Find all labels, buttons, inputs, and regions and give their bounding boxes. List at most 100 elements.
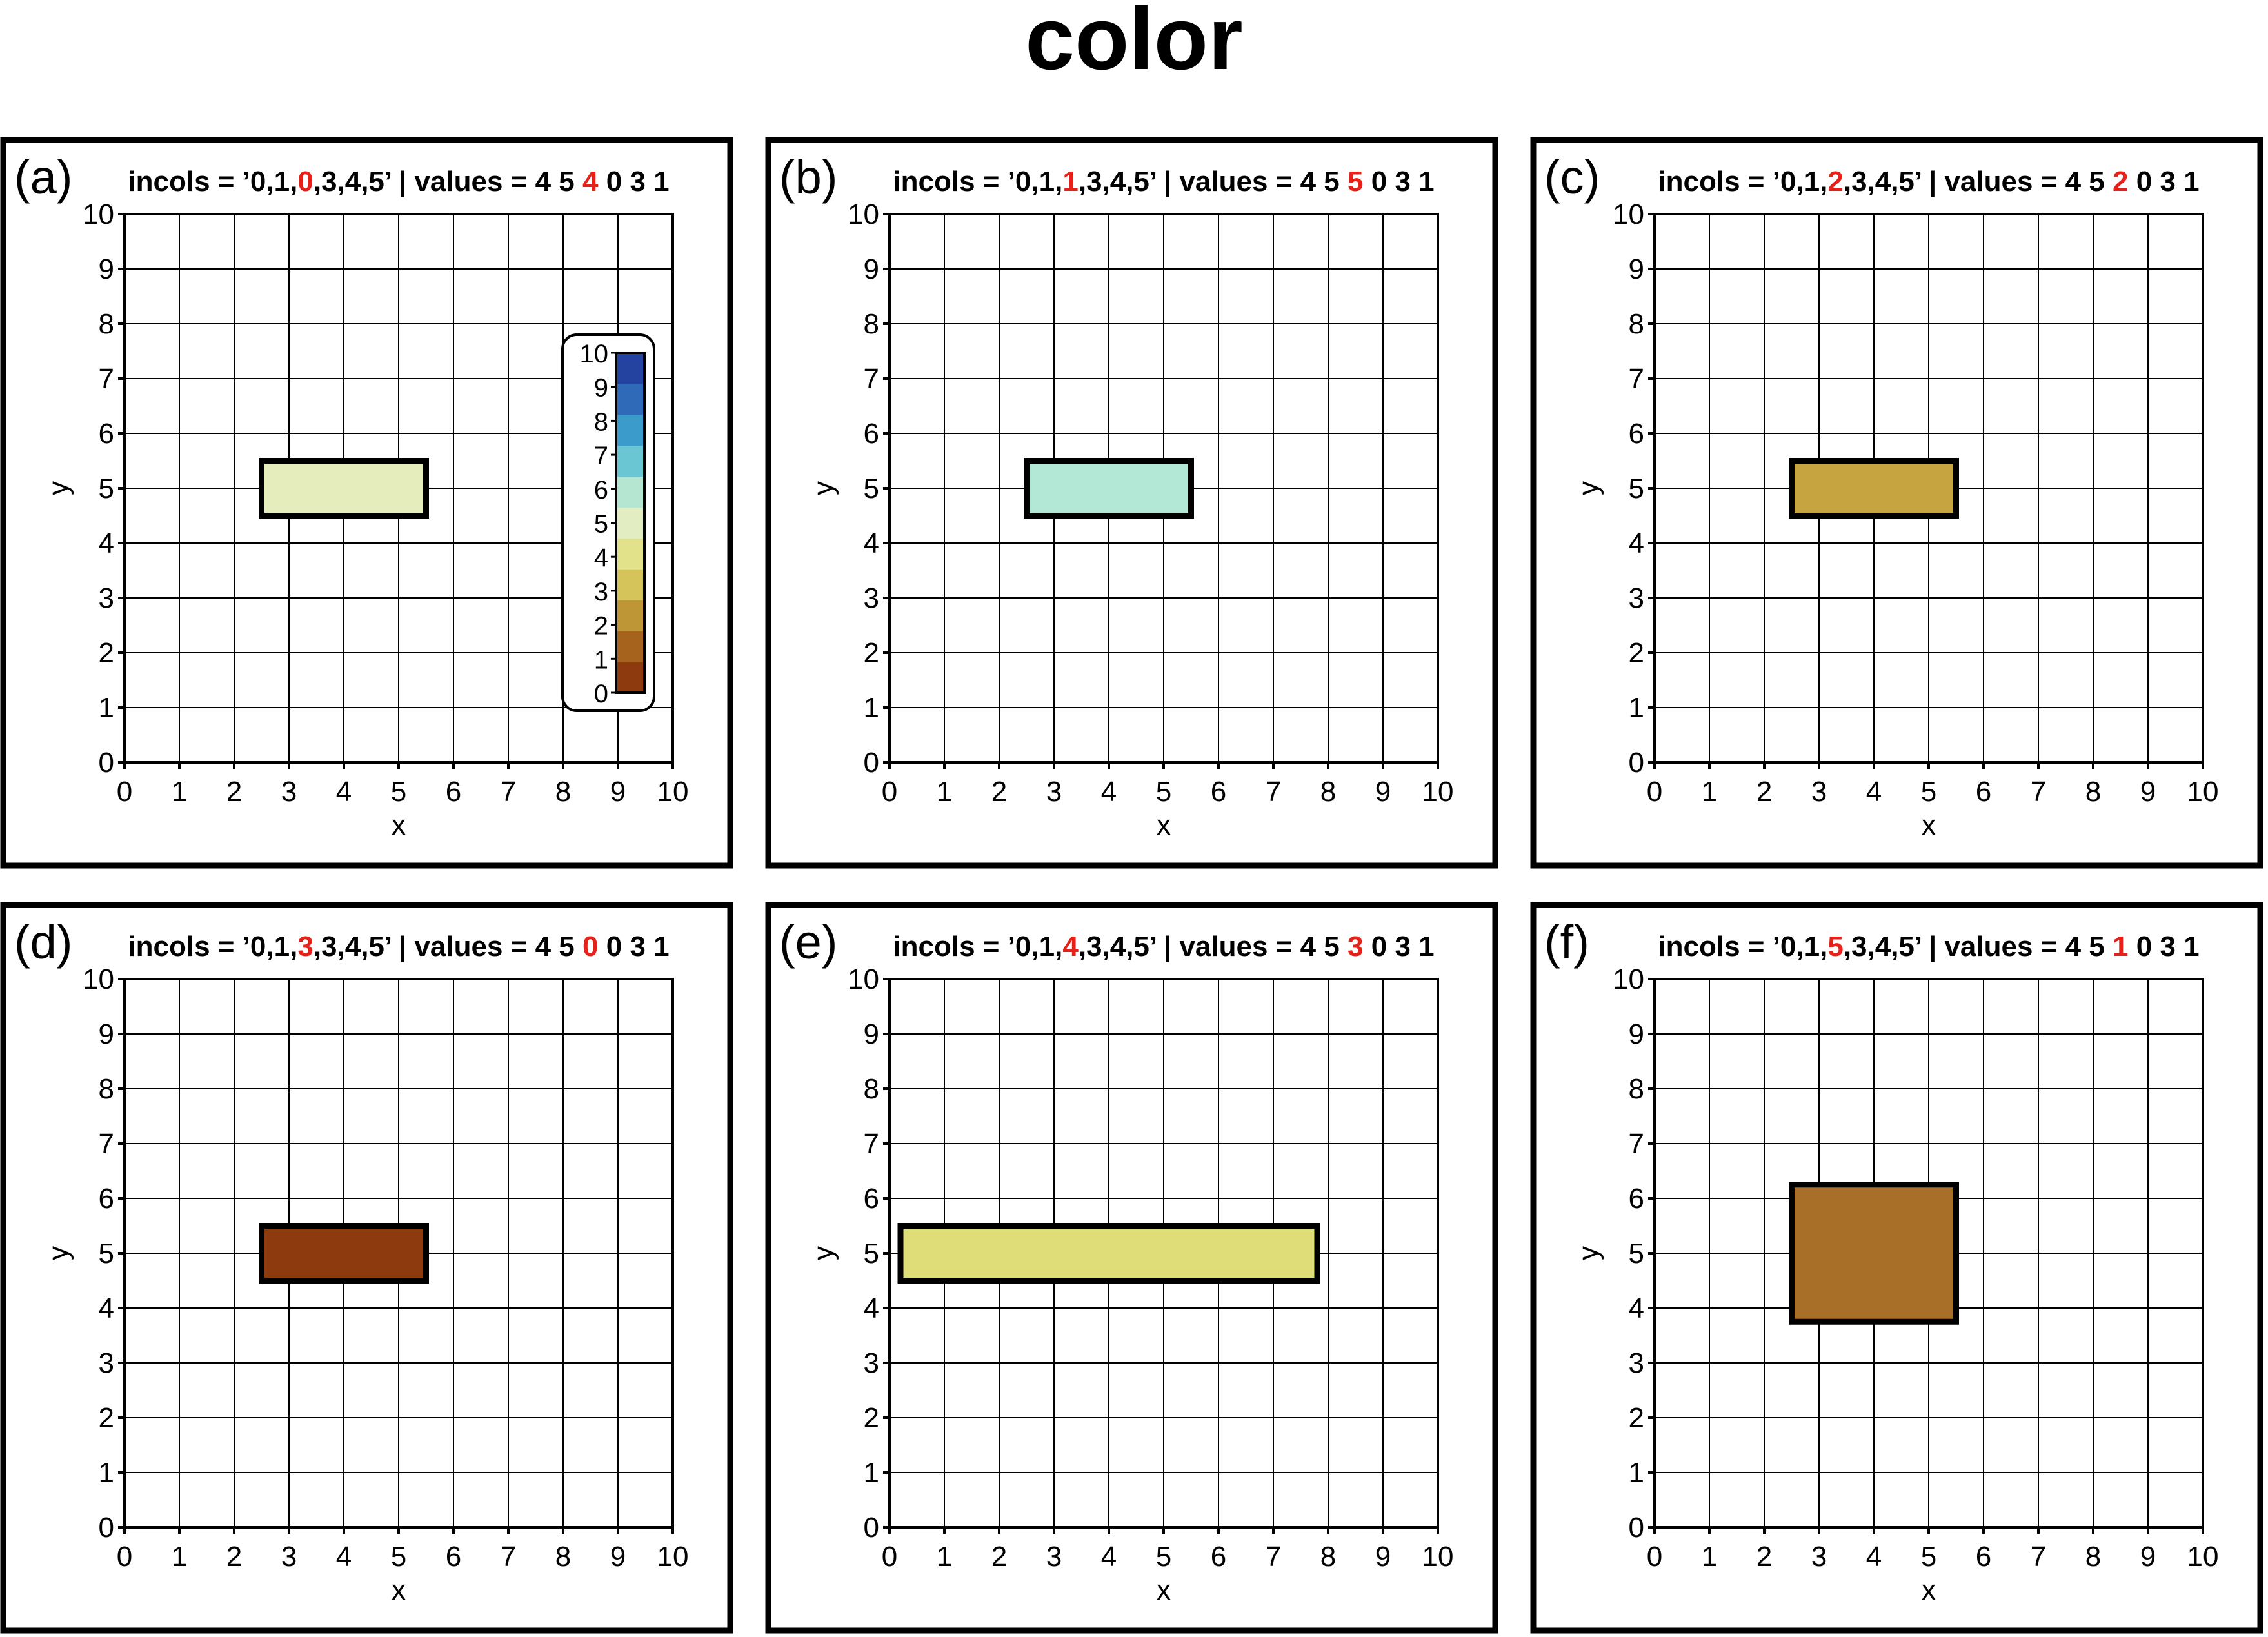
data-rectangle xyxy=(1789,1182,1959,1325)
title-highlight-value: 5 xyxy=(1827,931,1843,962)
title-text: 0 3 1 xyxy=(2128,166,2199,197)
x-tick-label: 9 xyxy=(610,776,626,808)
x-tick-label: 3 xyxy=(1046,776,1062,808)
x-axis-label: x xyxy=(1922,809,1936,841)
title-text: 0 3 1 xyxy=(2128,931,2199,962)
y-tick-label: 7 xyxy=(1629,1128,1644,1160)
y-tick-label: 1 xyxy=(99,692,114,724)
x-tick-label: 8 xyxy=(555,776,571,808)
x-tick-label: 3 xyxy=(1811,1541,1827,1573)
panel-title: incols = ’0,1,5,3,4,5’ | values = 4 5 1 … xyxy=(1658,931,2199,963)
x-axis-label: x xyxy=(392,809,406,841)
chart-panel: (c) incols = ’0,1,2,3,4,5’ | values = 4 5… xyxy=(1530,137,2263,869)
title-text: ,3,4,5’ | values = 4 5 xyxy=(1844,931,2113,963)
x-tick-label: 9 xyxy=(1375,776,1391,808)
x-tick-label: 7 xyxy=(2031,1541,2046,1573)
y-tick-label: 5 xyxy=(1629,1238,1644,1269)
y-tick-label: 4 xyxy=(864,1293,879,1324)
x-tick-label: 5 xyxy=(1156,776,1171,808)
y-tick-label: 5 xyxy=(864,1238,879,1269)
colorbar-swatch xyxy=(616,600,644,631)
x-tick-label: 10 xyxy=(657,776,689,808)
x-tick-label: 5 xyxy=(1921,1541,1936,1573)
x-tick-label: 0 xyxy=(1647,776,1662,808)
x-tick-label: 6 xyxy=(1976,776,1991,808)
x-tick-label: 2 xyxy=(226,1541,242,1573)
x-tick-label: 7 xyxy=(1266,1541,1281,1573)
y-axis-label: y xyxy=(808,481,839,495)
y-tick-label: 10 xyxy=(83,199,114,230)
y-tick-label: 0 xyxy=(99,1512,114,1543)
x-tick-label: 5 xyxy=(1921,776,1936,808)
y-tick-label: 0 xyxy=(864,1512,879,1543)
data-rectangle xyxy=(259,1223,429,1284)
x-tick-label: 9 xyxy=(2140,776,2156,808)
y-tick-label: 10 xyxy=(1613,964,1644,995)
colorbar-tick-label: 10 xyxy=(580,340,609,368)
y-tick-label: 0 xyxy=(99,747,114,779)
title-highlight-value: 0 xyxy=(297,166,313,197)
colorbar-tick-label: 7 xyxy=(594,442,608,470)
y-tick-label: 7 xyxy=(864,363,879,395)
x-tick-label: 6 xyxy=(446,1541,461,1573)
title-text: incols = ’0,1, xyxy=(1658,931,1827,962)
x-tick-label: 8 xyxy=(1320,1541,1336,1573)
y-tick-label: 0 xyxy=(1629,747,1644,779)
panel-frame xyxy=(1530,902,2263,1634)
x-tick-label: 8 xyxy=(2085,776,2101,808)
x-tick-label: 4 xyxy=(1866,1541,1882,1573)
y-tick-label: 10 xyxy=(848,964,879,995)
x-tick-label: 2 xyxy=(991,1541,1007,1573)
y-tick-label: 9 xyxy=(99,1018,114,1050)
title-text: ,3,4,5’ | values = 4 5 xyxy=(1079,166,1348,198)
colorbar-swatch xyxy=(616,569,644,600)
y-tick-label: 2 xyxy=(864,637,879,669)
colorbar-swatch xyxy=(616,476,644,508)
x-tick-label: 4 xyxy=(1101,776,1117,808)
x-tick-label: 5 xyxy=(391,1541,406,1573)
y-tick-label: 7 xyxy=(1629,363,1644,395)
colorbar-swatch xyxy=(616,414,644,446)
panel-label: (d) xyxy=(14,915,72,969)
x-tick-label: 8 xyxy=(1320,776,1336,808)
colorbar-tick-label: 1 xyxy=(594,646,608,674)
x-tick-label: 2 xyxy=(1756,1541,1772,1573)
x-tick-label: 4 xyxy=(1866,776,1882,808)
y-tick-label: 6 xyxy=(864,1183,879,1215)
x-tick-label: 8 xyxy=(555,1541,571,1573)
y-tick-label: 2 xyxy=(1629,1402,1644,1434)
y-axis-label: y xyxy=(808,1246,839,1260)
x-tick-label: 7 xyxy=(1266,776,1281,808)
y-tick-label: 8 xyxy=(1629,308,1644,340)
title-text: incols = ’0,1, xyxy=(893,166,1062,197)
x-tick-label: 0 xyxy=(1647,1541,1662,1573)
y-tick-label: 7 xyxy=(864,1128,879,1160)
colorbar-swatch xyxy=(616,353,644,384)
panel-title: incols = ’0,1,1,3,4,5’ | values = 4 5 5 … xyxy=(893,166,1434,198)
panel-frame xyxy=(765,902,1498,1634)
panel-label: (c) xyxy=(1544,150,1600,204)
x-tick-label: 4 xyxy=(336,1541,352,1573)
title-text: ,3,4,5’ | values = 4 5 xyxy=(313,166,582,198)
x-tick-label: 10 xyxy=(657,1541,689,1573)
y-tick-label: 8 xyxy=(864,308,879,340)
x-tick-label: 9 xyxy=(610,1541,626,1573)
chart-panel: (d) incols = ’0,1,3,3,4,5’ | values = 4 5… xyxy=(0,902,733,1634)
x-tick-label: 7 xyxy=(2031,776,2046,808)
panel-label: (f) xyxy=(1544,915,1589,969)
y-tick-label: 1 xyxy=(864,692,879,724)
colorbar-swatch xyxy=(616,383,644,415)
y-tick-label: 1 xyxy=(1629,692,1644,724)
y-axis-label: y xyxy=(43,481,74,495)
x-tick-label: 4 xyxy=(1101,1541,1117,1573)
title-text: 0 3 1 xyxy=(1363,166,1434,197)
y-tick-label: 7 xyxy=(99,363,114,395)
panel-title: incols = ’0,1,4,3,4,5’ | values = 4 5 3 … xyxy=(893,931,1434,963)
colorbar-tick-label: 5 xyxy=(594,510,608,539)
title-highlight-value: 5 xyxy=(1348,166,1363,197)
x-tick-label: 4 xyxy=(336,776,352,808)
y-tick-label: 0 xyxy=(1629,1512,1644,1543)
y-tick-label: 2 xyxy=(864,1402,879,1434)
title-highlight-value: 2 xyxy=(2113,166,2128,197)
y-tick-label: 3 xyxy=(864,1347,879,1379)
